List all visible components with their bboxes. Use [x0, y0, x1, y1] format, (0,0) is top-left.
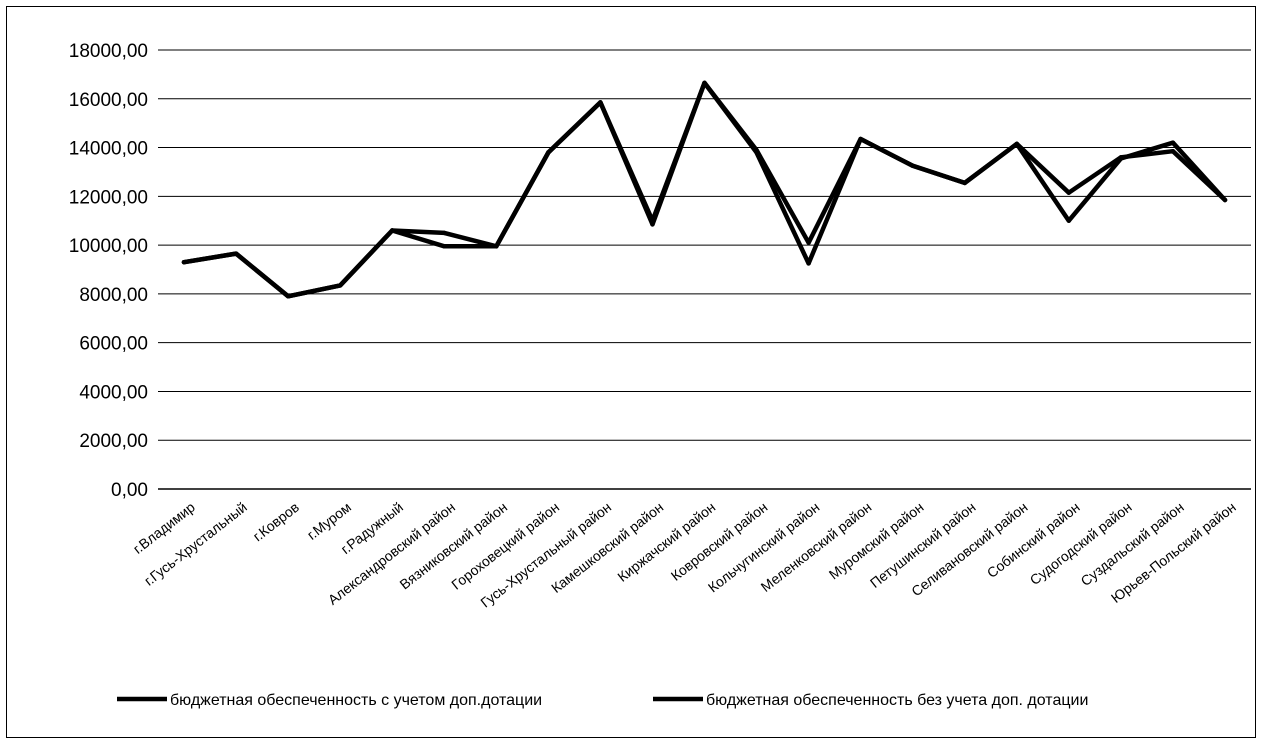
data-point	[1066, 190, 1072, 195]
data-point	[754, 150, 759, 155]
data-point	[285, 294, 291, 299]
legend-label: бюджетная обеспеченность с учетом доп.до…	[170, 692, 542, 709]
y-tick-label: 16000,00	[69, 90, 148, 111]
x-tick-label: г.Ковров	[250, 499, 302, 545]
y-tick-label: 6000,00	[79, 334, 148, 355]
data-point	[1170, 140, 1176, 145]
data-point	[598, 100, 603, 105]
data-point	[546, 150, 551, 155]
data-point	[806, 261, 811, 266]
data-point	[337, 283, 343, 288]
y-tick-label: 0,00	[111, 480, 148, 501]
series-lines	[181, 80, 1228, 299]
data-point	[650, 222, 655, 227]
y-tick-label: 10000,00	[69, 236, 148, 257]
legend: бюджетная обеспеченность с учетом доп.до…	[117, 692, 1088, 709]
data-point	[1118, 156, 1124, 161]
data-point	[910, 163, 915, 169]
data-point	[702, 80, 707, 86]
y-tick-label: 4000,00	[79, 382, 148, 403]
y-tick-label: 18000,00	[69, 41, 148, 62]
data-point	[442, 230, 447, 236]
data-point	[806, 240, 811, 245]
legend-label: бюджетная обеспеченность без учета доп. …	[706, 692, 1088, 709]
y-tick-label: 2000,00	[79, 431, 148, 452]
x-tick-label: г.Муром	[304, 499, 354, 543]
chart-frame: 0,00 2000,00 4000,00 6000,00 8000,00 10000,00…	[6, 6, 1256, 738]
data-point	[1222, 197, 1228, 203]
x-tick-label: Киржачский район	[614, 499, 718, 585]
data-point	[390, 228, 395, 233]
series-line-2	[181, 80, 1228, 299]
data-point	[494, 244, 499, 249]
y-tick-label: 14000,00	[69, 139, 148, 160]
data-point	[1170, 149, 1176, 154]
data-point	[233, 251, 239, 256]
data-point	[858, 136, 863, 142]
data-point	[962, 180, 967, 186]
y-tick-label: 12000,00	[69, 187, 148, 208]
gridlines	[158, 49, 1251, 490]
series-line-1	[181, 80, 1228, 299]
line-chart: 0,00 2000,00 4000,00 6000,00 8000,00 10000,00…	[69, 41, 1251, 709]
data-point	[181, 259, 187, 265]
data-point	[442, 244, 447, 249]
data-point	[1066, 218, 1072, 223]
y-axis-tick-labels: 0,00 2000,00 4000,00 6000,00 8000,00 10000,00…	[69, 41, 148, 501]
y-tick-label: 8000,00	[79, 285, 148, 306]
data-point	[1014, 141, 1019, 147]
x-tick-label: Собинский район	[984, 499, 1083, 581]
